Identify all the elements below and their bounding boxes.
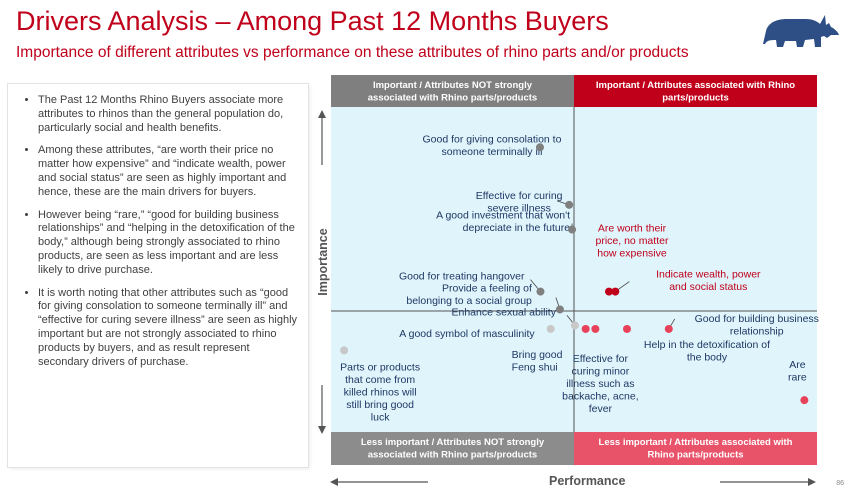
- page-subtitle: Importance of different attributes vs pe…: [16, 44, 689, 61]
- page-title: Drivers Analysis – Among Past 12 Months …: [16, 6, 609, 36]
- quadrant-box-bottom-left: [331, 432, 574, 465]
- summary-bullet: The Past 12 Months Rhino Buyers associat…: [38, 94, 298, 135]
- summary-bullet: However being “rare,” “good for building…: [38, 209, 298, 278]
- point-label: Enhance sexual ability: [451, 306, 556, 318]
- page-number: 86: [836, 480, 844, 487]
- data-point: [591, 324, 600, 333]
- y-arrow-up-head: [318, 110, 326, 118]
- data-point: [581, 324, 590, 333]
- quadrant-label-bottom-left: Less important / Attributes NOT strongly…: [361, 437, 545, 461]
- data-point: [622, 324, 631, 333]
- data-point: [604, 287, 613, 296]
- point-label: Are rare: [788, 359, 807, 384]
- data-point: [800, 396, 809, 405]
- summary-panel: The Past 12 Months Rhino Buyers associat…: [8, 84, 308, 467]
- summary-bullet: It is worth noting that other attributes…: [38, 287, 298, 370]
- point-label: Indicate wealth, power and social status: [656, 269, 761, 294]
- summary-bullet: Among these attributes, “are worth their…: [38, 144, 298, 199]
- y-arrow-down-head: [318, 426, 326, 434]
- point-label: Good for treating hangover: [399, 271, 525, 283]
- data-point: [570, 321, 579, 330]
- quadrant-label-bottom-right: Less important / Attributes associated w…: [599, 437, 793, 461]
- point-label: A good symbol of masculinity: [399, 328, 535, 340]
- x-arrow-left-head: [330, 478, 338, 486]
- point-label: Good for building business relationship: [695, 313, 819, 338]
- data-point: [565, 200, 574, 209]
- point-label: Good for giving consolation to someone te…: [423, 133, 562, 158]
- point-label: Bring good Feng shui: [512, 349, 563, 374]
- point-label: Parts or products that come from killed rh…: [340, 361, 420, 423]
- point-label: Are worth their price, no matter how expen…: [596, 223, 669, 260]
- x-arrow-right-head: [808, 478, 816, 486]
- data-point: [568, 225, 577, 234]
- quadrant-box-bottom-right: [574, 432, 817, 465]
- x-axis-label: Performance: [549, 474, 626, 488]
- data-point: [536, 287, 545, 296]
- point-label: Effective for curing minor illness such as…: [562, 353, 638, 415]
- data-point: [546, 324, 555, 333]
- data-point: [535, 143, 544, 152]
- y-axis-label: Importance: [316, 228, 330, 295]
- data-point: [664, 324, 673, 333]
- point-label: Provide a feeling of belonging to a socia…: [406, 282, 532, 307]
- data-point: [611, 287, 620, 296]
- point-label: A good investment that won't depreciate i…: [436, 210, 570, 235]
- quadrant-label-top-left: Important / Attributes NOT strongly assoc…: [368, 80, 537, 104]
- data-point: [340, 346, 349, 355]
- point-label: Effective for curing severe illness: [476, 190, 563, 215]
- quadrant-box-top-right: [574, 75, 817, 107]
- point-label: Help in the detoxification of the body: [644, 339, 770, 364]
- rhino-logo-icon: [763, 15, 839, 47]
- data-point: [555, 305, 564, 314]
- quadrant-label-top-right: Important / Attributes associated with R…: [596, 80, 795, 104]
- quadrant-box-top-left: [331, 75, 574, 107]
- summary-bullets: The Past 12 Months Rhino Buyers associat…: [8, 84, 308, 369]
